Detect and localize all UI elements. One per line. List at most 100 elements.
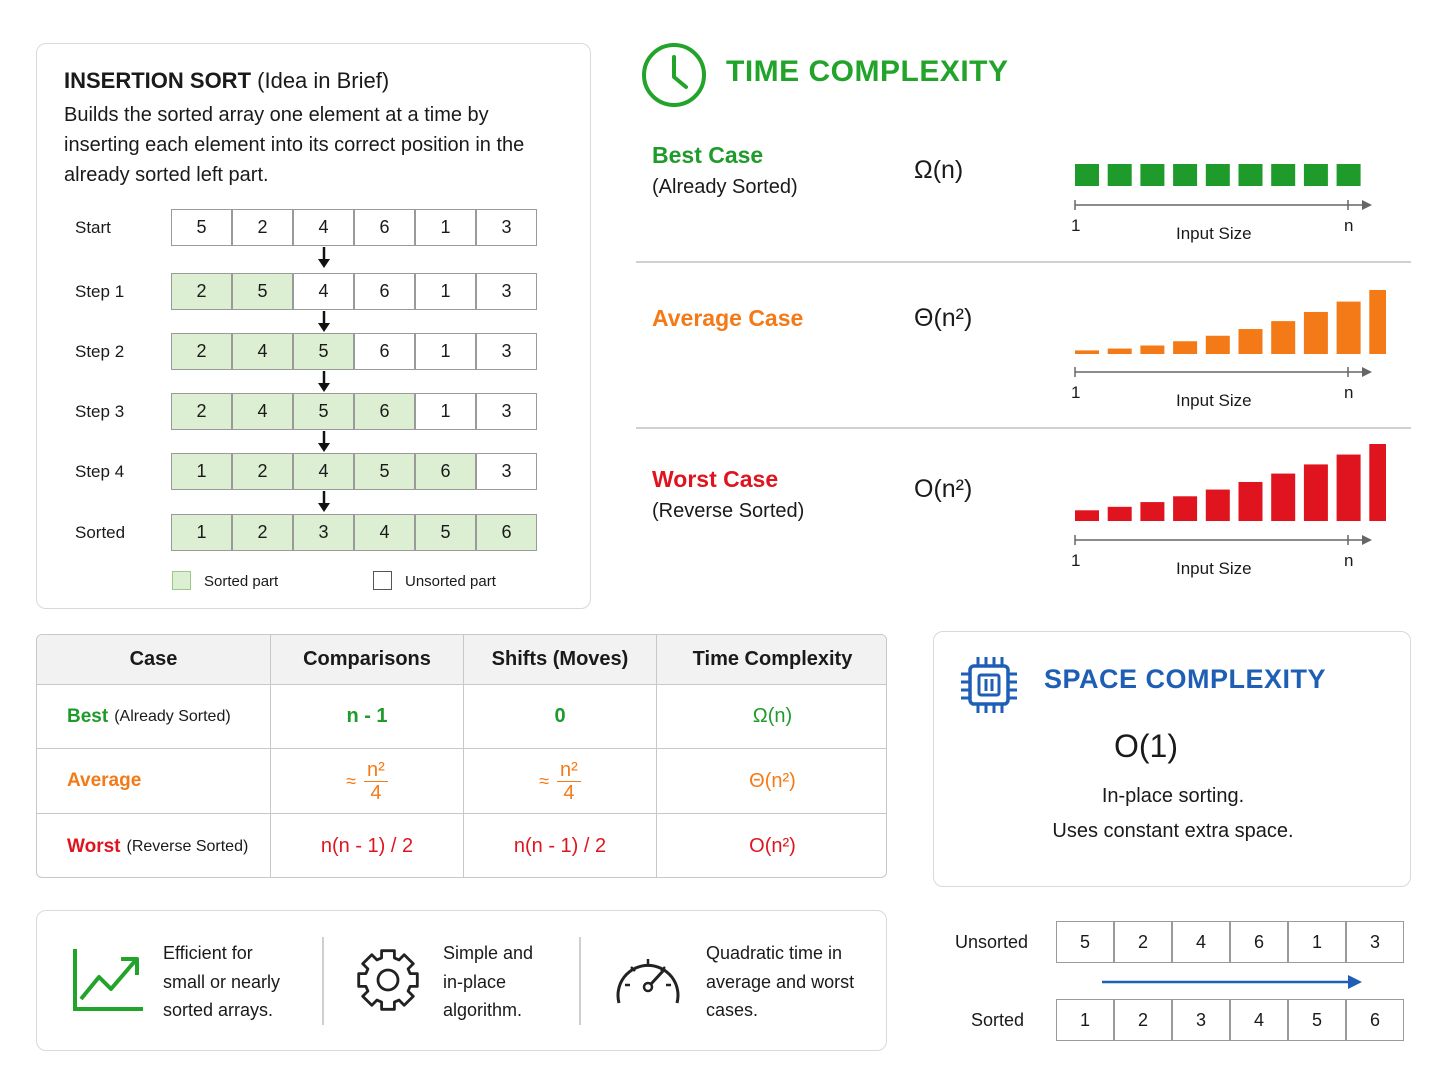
best-case-chart-bar	[1271, 164, 1296, 186]
row-best-complexity: Ω(n)	[752, 705, 793, 727]
arrow-down-icon	[318, 247, 330, 268]
step-cell: 2	[232, 453, 293, 490]
average-case-chart-bar	[1271, 321, 1296, 354]
average-case-chart-bar	[1238, 329, 1263, 354]
best-case-chart-bar	[1173, 164, 1198, 186]
best-case-chart-bar	[1303, 164, 1328, 186]
worst-case-chart-bar	[1336, 454, 1361, 521]
step-cell: 3	[476, 393, 537, 430]
average-case-chart-bar	[1075, 350, 1099, 354]
worst-case-chart-bar	[1205, 489, 1230, 521]
legend-sorted-swatch	[172, 571, 191, 590]
feature-2-line-1: Simple and	[443, 943, 534, 963]
average-case-chart-bar	[1107, 348, 1132, 354]
legend-unsorted-swatch	[373, 571, 392, 590]
row-best-shifts: 0	[464, 685, 657, 748]
sorted-cell: 5	[1288, 999, 1346, 1041]
step-cell: 6	[354, 333, 415, 370]
best-case-chart-bar	[1238, 164, 1263, 186]
step-cell: 6	[354, 393, 415, 430]
sorted-cell: 2	[1114, 999, 1172, 1041]
best-axis-end: n	[1344, 216, 1354, 235]
step-cell: 4	[232, 333, 293, 370]
step-cell: 5	[232, 273, 293, 310]
feature-divider-2	[579, 937, 581, 1025]
insertion-sort-title-rest: (Idea in Brief)	[257, 68, 390, 93]
average-case-chart-bar	[1205, 335, 1230, 354]
step-cell: 4	[354, 514, 415, 551]
row-worst-comparisons: n(n - 1) / 2	[271, 814, 464, 877]
best-case-chart-bar	[1205, 164, 1230, 186]
feature-1-line-2: small or nearly	[163, 971, 281, 992]
step-cell: 5	[293, 393, 354, 430]
features-card: Efficient for small or nearly sorted arr…	[36, 910, 887, 1051]
comparison-table: Case Comparisons Shifts (Moves) Time Com…	[36, 634, 887, 878]
step-cell: 1	[171, 453, 232, 490]
average-axis-start: 1	[1071, 383, 1081, 402]
best-case-chart-axis-arrow	[1362, 200, 1372, 210]
arrow-down-icon	[318, 311, 330, 332]
row-average-shifts: ≈ n² 4	[464, 749, 657, 813]
step-cell: 3	[476, 333, 537, 370]
insertion-sort-description: Builds the sorted array one element at a…	[64, 104, 525, 186]
feature-3-text: Quadratic time in average and worst case…	[706, 939, 854, 1025]
row-best-case-sub: (Already Sorted)	[114, 707, 231, 725]
best-axis-start: 1	[1071, 216, 1081, 235]
row-worst-shifts: n(n - 1) / 2	[464, 814, 657, 877]
unsorted-cell: 6	[1230, 921, 1288, 963]
average-case-chart-bar	[1336, 301, 1361, 354]
time-complexity-title: TIME COMPLEXITY	[726, 55, 1009, 88]
arrow-down-icon	[318, 491, 330, 512]
step-cell: 3	[476, 453, 537, 490]
worst-case-notation: O(n²)	[914, 475, 973, 503]
row-worst-case: Worst (Reverse Sorted)	[37, 814, 271, 877]
unsorted-cell: 4	[1172, 921, 1230, 963]
space-complexity-line-2: Uses constant extra space.	[1052, 820, 1294, 842]
feature-1-line-3: sorted arrays.	[163, 1000, 274, 1020]
feature-3-line-1: Quadratic time in	[706, 943, 843, 963]
worst-case-chart-bar	[1107, 506, 1132, 521]
feature-1-line-1: Efficient for	[163, 943, 253, 963]
case-divider-2	[636, 427, 1411, 429]
step-cell: 3	[476, 209, 537, 246]
feature-1-text: Efficient for small or nearly sorted arr…	[163, 939, 280, 1025]
space-complexity-card: SPACE COMPLEXITY O(1) In-place sorting. …	[933, 631, 1411, 887]
feature-3-line-2: average and worst	[706, 971, 855, 992]
unsorted-label: Unsorted	[955, 932, 1029, 952]
worst-case-chart-bar	[1140, 502, 1165, 521]
space-complexity-notation: O(1)	[1114, 728, 1178, 764]
legend-sorted-label: Sorted part	[204, 573, 279, 590]
unsorted-cell: 1	[1288, 921, 1346, 963]
case-divider-1	[636, 261, 1411, 263]
row-average-shifts-approx: ≈	[539, 770, 550, 791]
feature-2-line-2: in-place	[443, 971, 507, 992]
step-cell: 2	[232, 209, 293, 246]
step-cell: 6	[415, 453, 476, 490]
feature-divider-1	[322, 937, 324, 1025]
feature-2-text: Simple and in-place algorithm.	[443, 939, 533, 1025]
sorted-cell: 3	[1172, 999, 1230, 1041]
step-label: Step 1	[75, 282, 125, 301]
average-case-chart-axis-arrow	[1362, 367, 1372, 377]
row-average-case: Average	[37, 749, 271, 813]
worst-case-chart	[1074, 444, 1386, 545]
best-case-sub: (Already Sorted)	[652, 176, 798, 198]
step-cell: 5	[171, 209, 232, 246]
row-average-comparisons-fraction: n² 4	[364, 759, 388, 804]
best-case-chart-bar	[1107, 164, 1132, 186]
trend-up-icon	[73, 949, 143, 1011]
table-row-average: Average ≈ n² 4 ≈ n² 4 Θ(n²)	[37, 749, 886, 814]
row-worst-complexity: O(n²)	[749, 835, 796, 857]
arrow-down-icon	[318, 371, 330, 392]
worst-axis-label: Input Size	[1176, 559, 1252, 578]
step-cell: 4	[293, 273, 354, 310]
worst-case-name: Worst Case	[652, 466, 779, 492]
best-case-chart-bar	[1075, 164, 1099, 186]
average-case-name: Average Case	[652, 305, 804, 331]
clock-icon	[642, 43, 706, 107]
speedometer-icon	[616, 959, 680, 1004]
step-label: Step 4	[75, 462, 125, 481]
average-case-chart-bar	[1173, 341, 1198, 354]
header-comparisons: Comparisons	[271, 635, 464, 684]
worst-case-chart-bar	[1369, 444, 1386, 521]
